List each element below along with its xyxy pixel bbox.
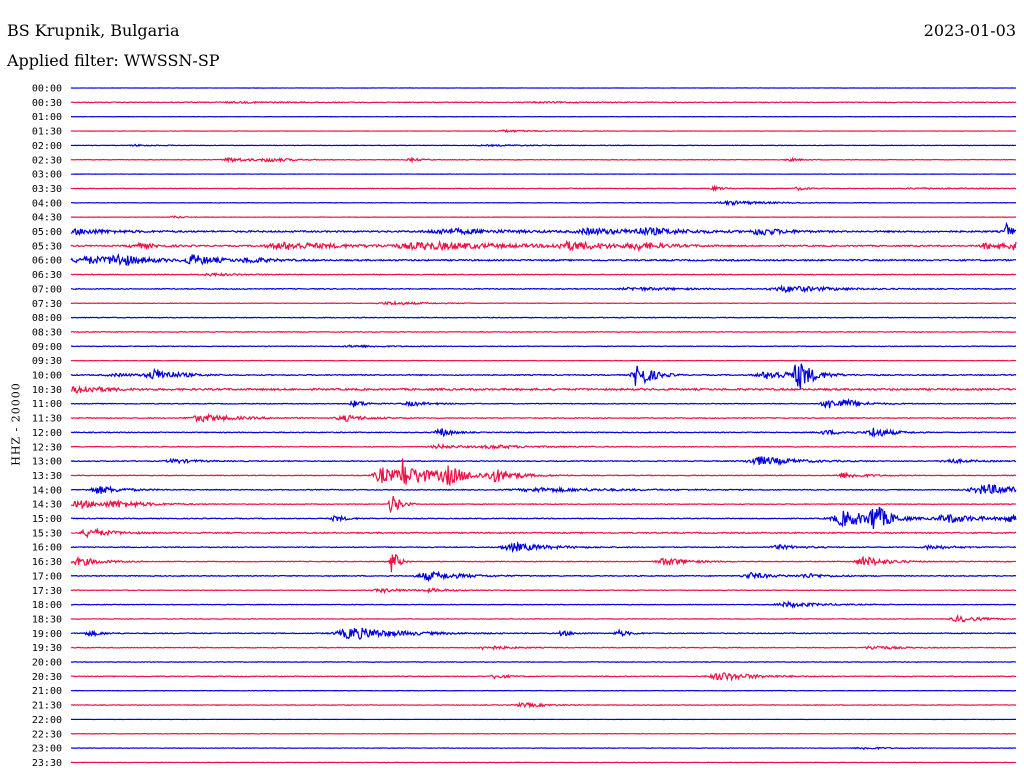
trace-line-1930 [70, 645, 1017, 651]
time-tick-label: 11:00 [32, 399, 62, 410]
time-tick-label: 20:00 [32, 658, 62, 669]
time-tick-label: 23:30 [32, 758, 62, 769]
trace-line-0600 [70, 253, 1017, 267]
time-tick-label: 21:30 [32, 701, 62, 712]
time-tick-label: 19:30 [32, 643, 62, 654]
time-tick-label: 01:30 [32, 127, 62, 138]
trace-line-0900 [70, 344, 1017, 349]
trace-line-1130 [70, 412, 1017, 423]
time-tick-label: 19:00 [32, 629, 62, 640]
time-tick-label: 01:00 [32, 112, 62, 123]
trace-line-2030 [70, 672, 1017, 682]
time-tick-label: 13:00 [32, 457, 62, 468]
trace-line-2130 [70, 701, 1016, 709]
time-tick-label: 06:00 [32, 256, 62, 267]
time-tick-label: 10:30 [32, 385, 62, 396]
time-tick-label: 09:00 [32, 342, 62, 353]
time-tick-label: 00:00 [32, 84, 62, 95]
time-tick-label: 23:00 [32, 744, 62, 755]
trace-line-1300 [70, 456, 1017, 467]
trace-line-0530 [70, 239, 1017, 253]
trace-line-1730 [70, 587, 1017, 595]
trace-line-0230 [70, 156, 1017, 164]
record-date: 2023-01-03 [923, 21, 1016, 40]
trace-line-0030 [70, 100, 1017, 105]
trace-line-0830 [70, 330, 1017, 334]
trace-line-1630 [70, 553, 1017, 573]
trace-line-1900 [70, 627, 1017, 640]
trace-line-1400 [70, 484, 1017, 495]
time-tick-label: 04:00 [32, 198, 62, 209]
filter-label: Applied filter: WWSSN-SP [7, 51, 220, 70]
time-tick-label: 22:30 [32, 729, 62, 740]
time-tick-label: 04:30 [32, 213, 62, 224]
time-tick-label: 12:30 [32, 442, 62, 453]
trace-line-1000 [70, 363, 1017, 390]
time-tick-label: 14:00 [32, 485, 62, 496]
time-tick-label: 00:30 [32, 98, 62, 109]
trace-line-0630 [70, 271, 1017, 278]
time-tick-label: 17:00 [32, 571, 62, 582]
trace-line-1100 [70, 397, 1017, 409]
trace-line-1500 [70, 506, 1017, 530]
time-tick-label: 17:30 [32, 586, 62, 597]
trace-line-1600 [70, 540, 1017, 554]
time-tick-label: 12:00 [32, 428, 62, 439]
time-tick-label: 07:30 [32, 299, 62, 310]
trace-line-1330 [70, 458, 1017, 487]
time-tick-label: 18:30 [32, 614, 62, 625]
time-tick-label: 15:30 [32, 528, 62, 539]
trace-line-1700 [70, 570, 1017, 583]
time-tick-label: 11:30 [32, 414, 62, 425]
time-tick-label: 20:30 [32, 672, 62, 683]
trace-line-2000 [70, 661, 1017, 663]
time-tick-label: 18:00 [32, 600, 62, 611]
time-tick-label: 03:30 [32, 184, 62, 195]
trace-line-1800 [71, 600, 1017, 609]
trace-line-0430 [70, 215, 1017, 219]
trace-line-0800 [70, 316, 1017, 319]
trace-line-0330 [70, 184, 1017, 193]
trace-line-0200 [70, 143, 1016, 148]
time-tick-label: 13:30 [32, 471, 62, 482]
time-tick-label: 21:00 [32, 686, 62, 697]
trace-line-0500 [70, 221, 1017, 237]
trace-line-0700 [70, 284, 1017, 294]
trace-line-1230 [70, 442, 1017, 450]
time-tick-label: 08:30 [32, 327, 62, 338]
time-tick-label: 05:00 [32, 227, 62, 238]
time-tick-label: 22:00 [32, 715, 62, 726]
trace-line-1030 [70, 384, 1017, 394]
trace-line-2300 [70, 746, 1017, 751]
trace-line-0130 [70, 128, 1017, 134]
trace-line-0400 [70, 199, 1017, 207]
time-tick-label: 15:00 [32, 514, 62, 525]
time-tick-label: 16:00 [32, 543, 62, 554]
trace-line-1430 [70, 495, 1017, 514]
trace-line-1200 [70, 427, 1017, 439]
time-tick-label: 03:00 [32, 170, 62, 181]
time-tick-label: 10:00 [32, 371, 62, 382]
time-tick-label: 02:30 [32, 155, 62, 166]
time-tick-label: 05:30 [32, 241, 62, 252]
trace-line-1830 [70, 613, 1017, 623]
trace-line-1530 [70, 527, 1017, 539]
time-tick-label: 14:30 [32, 500, 62, 511]
time-tick-label: 09:30 [32, 356, 62, 367]
station-title: BS Krupnik, Bulgaria [7, 21, 180, 40]
time-tick-label: 02:00 [32, 141, 62, 152]
time-tick-label: 08:00 [32, 313, 62, 324]
trace-line-0730 [70, 300, 1017, 306]
time-tick-label: 06:30 [32, 270, 62, 281]
time-tick-label: 16:30 [32, 557, 62, 568]
time-tick-label: 07:00 [32, 284, 62, 295]
